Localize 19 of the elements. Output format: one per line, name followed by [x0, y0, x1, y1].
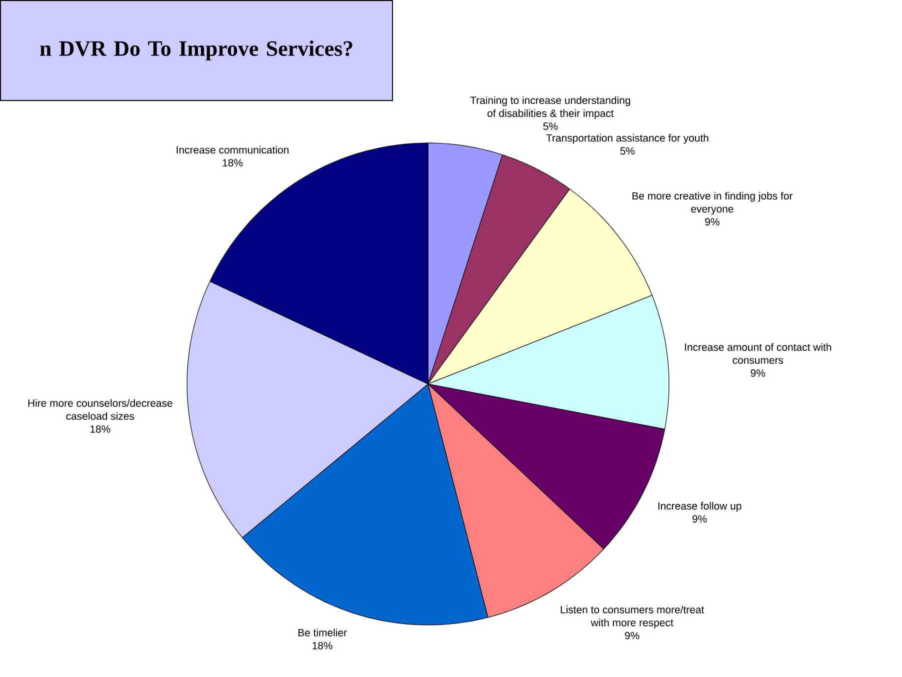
- data-label: 5%: [543, 122, 558, 130]
- data-label: 9%: [750, 369, 766, 377]
- data-label: 18%: [90, 425, 110, 433]
- slice-label: Hire more counselors/decrease caseload sizes: [28, 399, 172, 420]
- slice-label: Increase communication: [176, 146, 288, 154]
- data-label: 9%: [705, 218, 720, 226]
- slice-label: Listen to consumers more/treat with more respect: [560, 606, 704, 628]
- slice-label: Be timelier: [298, 628, 347, 636]
- slice-label: Transportation assistance for youth: [546, 134, 708, 144]
- slice-label: Increase follow up: [658, 502, 742, 512]
- slice-label: Training to increase understanding of disabilities & their impact: [470, 96, 630, 120]
- data-label: 18%: [222, 159, 243, 167]
- slice-label: Be more creative in finding jobs for everyone: [632, 192, 793, 215]
- slice-label: Increase amount of contact with consumers: [685, 343, 832, 364]
- data-label: 9%: [692, 515, 707, 523]
- data-label: 5%: [620, 147, 635, 155]
- chart-title: n DVR Do To Improve Services?: [40, 40, 352, 60]
- data-label: 9%: [625, 632, 640, 640]
- data-label: 18%: [312, 642, 332, 650]
